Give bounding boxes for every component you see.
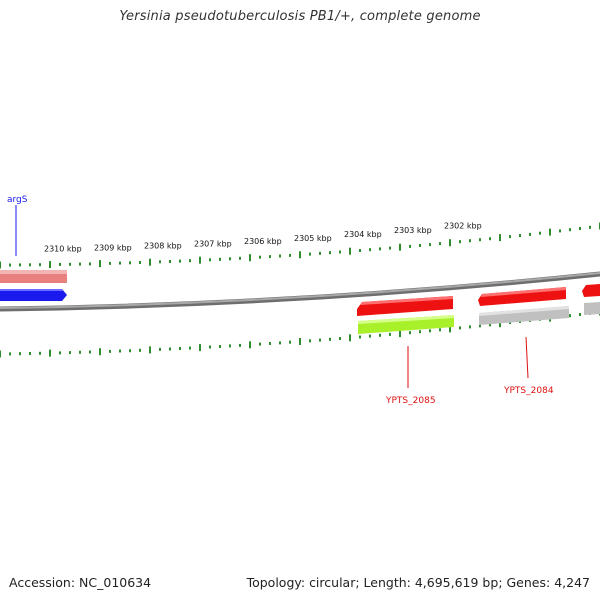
length-value: 4,695,619 bp bbox=[414, 575, 499, 590]
topology-value: circular bbox=[309, 575, 356, 590]
scale-label: 2306 kbp bbox=[244, 237, 282, 246]
topology-label: Topology: bbox=[246, 575, 306, 590]
genome-backbone-shadow bbox=[0, 271, 600, 312]
gene-YPTS_2085-red[interactable] bbox=[357, 296, 453, 316]
accession-label: Accession: bbox=[9, 575, 76, 590]
gene-next-red[interactable] bbox=[582, 284, 600, 297]
accession-row: Accession: NC_010634 bbox=[9, 575, 151, 590]
gene-label-YPTS_2084[interactable]: YPTS_2084 bbox=[503, 386, 554, 396]
genome-summary: Topology: circular; Length: 4,695,619 bp… bbox=[246, 575, 590, 590]
outer-ruler: 2310 kbp 2309 kbp 2308 kbp 2307 kbp 2306 kbp… bbox=[0, 221, 600, 269]
scale-label: 2304 kbp bbox=[344, 230, 382, 239]
scale-label: 2307 kbp bbox=[194, 240, 232, 249]
gene-YPTS_2084-gray[interactable] bbox=[479, 306, 569, 325]
genes-label: Genes: bbox=[506, 575, 551, 590]
scale-label: 2309 kbp bbox=[94, 243, 132, 252]
gene-next-gray[interactable] bbox=[584, 302, 600, 315]
scale-label: 2305 kbp bbox=[294, 234, 332, 243]
genome-title: Yersinia pseudotuberculosis PB1/+, compl… bbox=[119, 9, 481, 24]
gene-YPTS_2085-green[interactable] bbox=[358, 315, 454, 334]
YPTS_2084-label-line bbox=[525, 336, 529, 379]
genome-backbone bbox=[0, 272, 600, 309]
gene-label-YPTS_2085[interactable]: YPTS_2085 bbox=[385, 396, 436, 406]
genes-value: 4,247 bbox=[554, 575, 590, 590]
gene-argS-forward-pink[interactable] bbox=[0, 270, 67, 283]
scale-label: 2302 kbp bbox=[444, 221, 482, 230]
scale-label: 2308 kbp bbox=[144, 242, 182, 251]
scale-label: 2303 kbp bbox=[394, 226, 432, 235]
gene-label-argS[interactable]: argS bbox=[7, 195, 28, 205]
gene-YPTS_2084-red[interactable] bbox=[478, 287, 566, 306]
scale-label: 2310 kbp bbox=[44, 244, 82, 253]
accession-value: NC_010634 bbox=[79, 575, 152, 590]
length-label: Length: bbox=[363, 575, 411, 590]
gene-argS-forward-blue[interactable] bbox=[0, 289, 67, 301]
